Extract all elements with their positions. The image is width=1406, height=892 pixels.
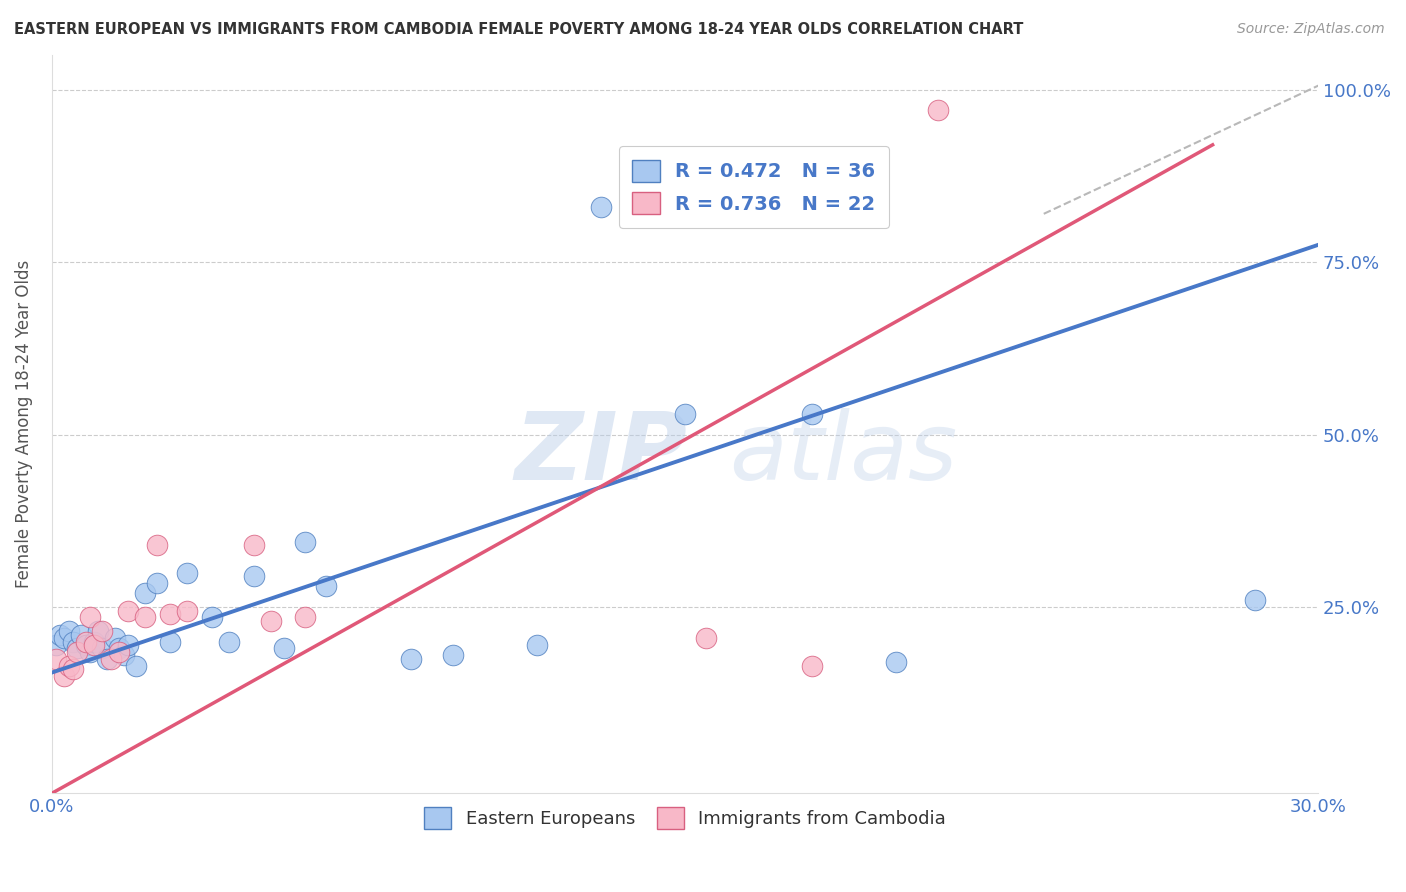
Point xyxy=(83,634,105,648)
Point xyxy=(243,569,266,583)
Point xyxy=(315,579,337,593)
Text: EASTERN EUROPEAN VS IMMIGRANTS FROM CAMBODIA FEMALE POVERTY AMONG 18-24 YEAR OLD: EASTERN EUROPEAN VS IMMIGRANTS FROM CAMB… xyxy=(14,22,1024,37)
Point xyxy=(294,610,316,624)
Point xyxy=(927,103,949,118)
Point xyxy=(800,658,823,673)
Point xyxy=(66,641,89,656)
Point xyxy=(146,576,169,591)
Text: Source: ZipAtlas.com: Source: ZipAtlas.com xyxy=(1237,22,1385,37)
Point xyxy=(96,652,118,666)
Point xyxy=(100,652,122,666)
Point xyxy=(146,538,169,552)
Point xyxy=(83,638,105,652)
Legend: Eastern Europeans, Immigrants from Cambodia: Eastern Europeans, Immigrants from Cambo… xyxy=(416,799,953,836)
Point xyxy=(79,610,101,624)
Point xyxy=(112,648,135,663)
Point xyxy=(49,628,72,642)
Y-axis label: Female Poverty Among 18-24 Year Olds: Female Poverty Among 18-24 Year Olds xyxy=(15,260,32,589)
Point xyxy=(526,638,548,652)
Point xyxy=(218,634,240,648)
Point xyxy=(117,638,139,652)
Point xyxy=(125,658,148,673)
Point xyxy=(79,645,101,659)
Point xyxy=(62,662,84,676)
Point xyxy=(159,634,181,648)
Point xyxy=(134,586,156,600)
Point xyxy=(91,624,114,639)
Point xyxy=(117,603,139,617)
Point xyxy=(66,645,89,659)
Point xyxy=(58,658,80,673)
Point xyxy=(695,631,717,645)
Point xyxy=(243,538,266,552)
Point xyxy=(91,641,114,656)
Point xyxy=(53,631,76,645)
Point xyxy=(108,641,131,656)
Point xyxy=(294,534,316,549)
Point xyxy=(70,628,93,642)
Point xyxy=(273,641,295,656)
Point xyxy=(58,624,80,639)
Point xyxy=(75,634,97,648)
Point xyxy=(87,624,110,639)
Point xyxy=(260,614,283,628)
Point xyxy=(134,610,156,624)
Text: atlas: atlas xyxy=(730,409,957,500)
Point xyxy=(201,610,224,624)
Point xyxy=(441,648,464,663)
Point xyxy=(159,607,181,621)
Point xyxy=(673,407,696,421)
Point xyxy=(53,669,76,683)
Point xyxy=(62,634,84,648)
Text: ZIP: ZIP xyxy=(515,408,688,500)
Point xyxy=(75,638,97,652)
Point xyxy=(104,631,127,645)
Point xyxy=(1243,593,1265,607)
Point xyxy=(45,652,67,666)
Point xyxy=(45,638,67,652)
Point xyxy=(176,566,198,580)
Point xyxy=(884,655,907,669)
Point xyxy=(176,603,198,617)
Point xyxy=(800,407,823,421)
Point xyxy=(108,645,131,659)
Point xyxy=(589,200,612,214)
Point xyxy=(399,652,422,666)
